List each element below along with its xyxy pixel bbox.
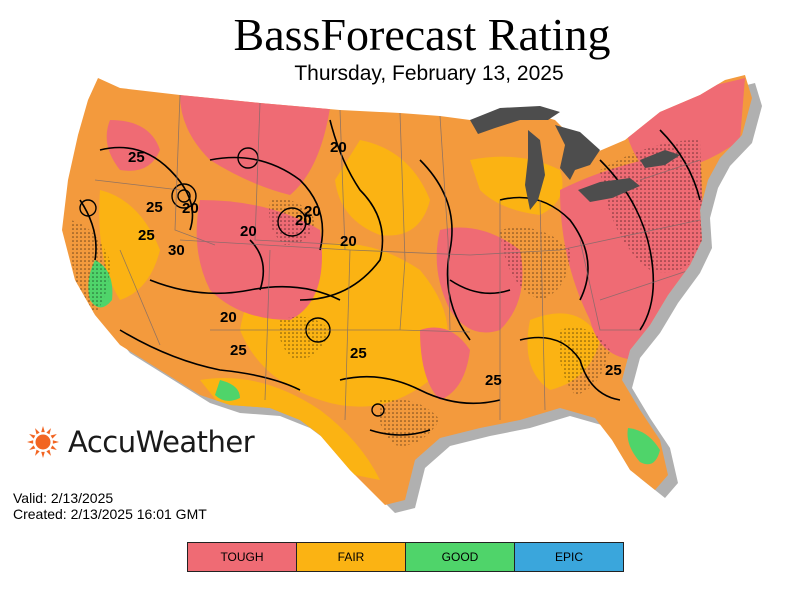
legend-item-good: GOOD [406, 543, 515, 571]
legend-label: FAIR [337, 550, 365, 564]
accuweather-logo: AccuWeather [26, 425, 255, 459]
created-date: Created: 2/13/2025 16:01 GMT [13, 506, 207, 522]
contour-label: 20 [182, 200, 199, 217]
sun-icon [27, 426, 59, 458]
legend-item-epic: EPIC [515, 543, 623, 571]
valid-date: Valid: 2/13/2025 [13, 490, 114, 506]
rating-legend: TOUGH FAIR GOOD EPIC [187, 542, 624, 572]
contour-label: 25 [138, 227, 155, 244]
great-lakes [470, 106, 680, 210]
legend-label: GOOD [441, 550, 479, 564]
contour-label: 20 [220, 309, 237, 326]
legend-label: TOUGH [220, 550, 264, 564]
contour-label: 25 [230, 342, 247, 359]
legend-item-tough: TOUGH [188, 543, 297, 571]
contour-label: 25 [128, 149, 145, 166]
contour-label: 20 [330, 139, 347, 156]
contour-label: 25 [605, 362, 622, 379]
legend-label: EPIC [554, 550, 583, 564]
legend-item-fair: FAIR [297, 543, 406, 571]
forecast-date: Thursday, February 13, 2025 [294, 62, 564, 85]
contour-label: 20 [295, 212, 312, 229]
contour-label: 20 [304, 203, 321, 220]
validity-info: Valid: 2/13/2025 Created: 2/13/2025 16:0… [13, 490, 207, 522]
contour-label: 30 [168, 242, 185, 259]
contour-label: 25 [146, 199, 163, 216]
contour-label: 25 [350, 345, 367, 362]
contour-label: 20 [340, 233, 357, 250]
contour-label: 25 [485, 372, 502, 389]
map-title: BassForecast Rating [233, 9, 611, 60]
contour-label: 20 [240, 223, 257, 240]
brand-name: AccuWeather [68, 425, 255, 459]
